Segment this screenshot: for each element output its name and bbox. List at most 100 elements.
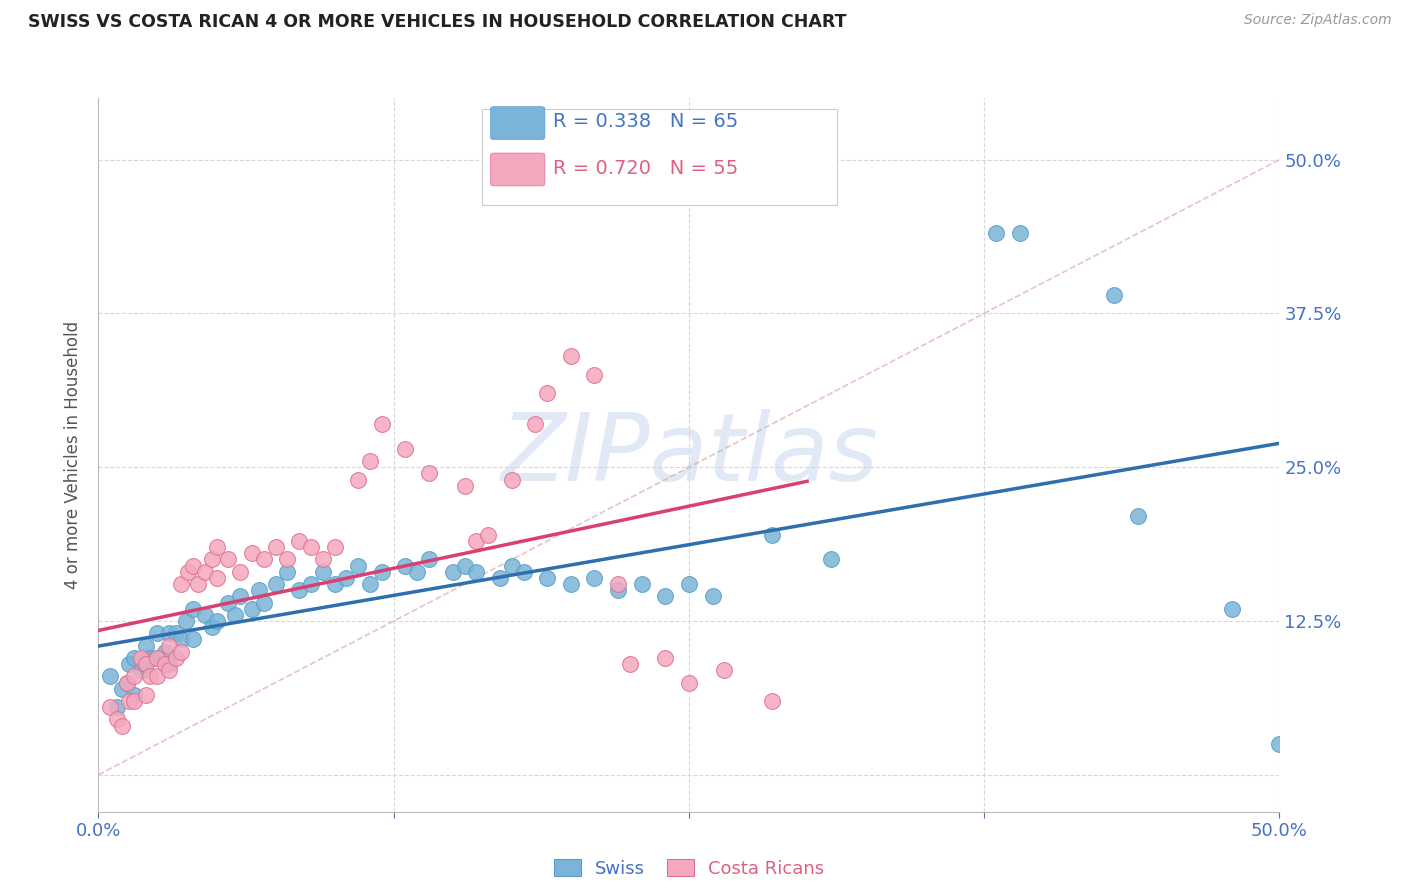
Point: [122, 651, 145, 665]
Point: [1126, 509, 1149, 524]
Point: [619, 657, 641, 671]
Point: [1268, 737, 1291, 751]
Point: [702, 590, 724, 604]
Point: [157, 663, 180, 677]
Point: [194, 565, 217, 579]
Point: [1102, 288, 1125, 302]
Point: [105, 700, 128, 714]
Point: [229, 590, 252, 604]
Point: [453, 558, 475, 573]
Point: [607, 583, 630, 598]
Point: [129, 651, 152, 665]
Point: [654, 590, 676, 604]
Point: [288, 583, 311, 598]
Point: [201, 552, 224, 566]
Point: [288, 534, 311, 549]
Point: [146, 651, 169, 665]
Point: [118, 694, 141, 708]
Point: [201, 620, 224, 634]
Point: [165, 626, 187, 640]
Point: [111, 681, 134, 696]
Text: ZIPatlas: ZIPatlas: [501, 409, 877, 500]
Y-axis label: 4 or more Vehicles in Household: 4 or more Vehicles in Household: [65, 321, 83, 589]
Point: [135, 657, 157, 671]
Point: [630, 577, 652, 591]
Point: [678, 577, 700, 591]
Point: [264, 540, 287, 554]
Point: [607, 577, 630, 591]
Point: [276, 552, 298, 566]
Point: [135, 688, 157, 702]
Point: [820, 552, 842, 566]
Point: [174, 614, 197, 628]
Point: [264, 577, 287, 591]
Point: [418, 552, 440, 566]
FancyBboxPatch shape: [491, 153, 546, 186]
Point: [465, 534, 488, 549]
Point: [371, 565, 394, 579]
Point: [560, 350, 582, 364]
Point: [347, 558, 370, 573]
Point: [371, 417, 394, 432]
Point: [247, 583, 270, 598]
Point: [170, 645, 193, 659]
Point: [115, 675, 138, 690]
Point: [229, 565, 252, 579]
Point: [153, 645, 176, 659]
Point: [181, 558, 204, 573]
Point: [583, 368, 606, 382]
Point: [359, 577, 381, 591]
Point: [157, 639, 180, 653]
Point: [489, 571, 512, 585]
Point: [312, 552, 335, 566]
Point: [217, 552, 239, 566]
Point: [453, 478, 475, 492]
Point: [347, 473, 370, 487]
Point: [276, 565, 298, 579]
Point: [394, 558, 416, 573]
Point: [501, 473, 523, 487]
Point: [98, 669, 121, 683]
Point: [323, 540, 346, 554]
Point: [761, 694, 783, 708]
Point: [465, 565, 488, 579]
Point: [205, 571, 228, 585]
Point: [177, 565, 200, 579]
Point: [359, 454, 381, 468]
Point: [406, 565, 429, 579]
Point: [240, 601, 263, 615]
Point: [135, 657, 157, 671]
FancyBboxPatch shape: [482, 109, 837, 205]
FancyBboxPatch shape: [491, 107, 546, 139]
Point: [157, 626, 180, 640]
Point: [299, 540, 322, 554]
Point: [761, 528, 783, 542]
Point: [583, 571, 606, 585]
Point: [536, 386, 558, 401]
Point: [194, 607, 217, 622]
Point: [253, 552, 276, 566]
Point: [105, 713, 128, 727]
Point: [253, 596, 276, 610]
Point: [170, 577, 193, 591]
Point: [1220, 601, 1243, 615]
Point: [129, 663, 152, 677]
Point: [187, 577, 209, 591]
Point: [122, 694, 145, 708]
Point: [205, 614, 228, 628]
Point: [1008, 227, 1031, 241]
Point: [524, 417, 547, 432]
Point: [335, 571, 357, 585]
Point: [299, 577, 322, 591]
Point: [153, 657, 176, 671]
Text: R = 0.720   N = 55: R = 0.720 N = 55: [553, 159, 738, 178]
Point: [560, 577, 582, 591]
Point: [224, 607, 246, 622]
Point: [122, 669, 145, 683]
Point: [217, 596, 239, 610]
Point: [146, 669, 169, 683]
Text: Source: ZipAtlas.com: Source: ZipAtlas.com: [1244, 13, 1392, 28]
Point: [157, 657, 180, 671]
Point: [501, 558, 523, 573]
Point: [139, 669, 162, 683]
